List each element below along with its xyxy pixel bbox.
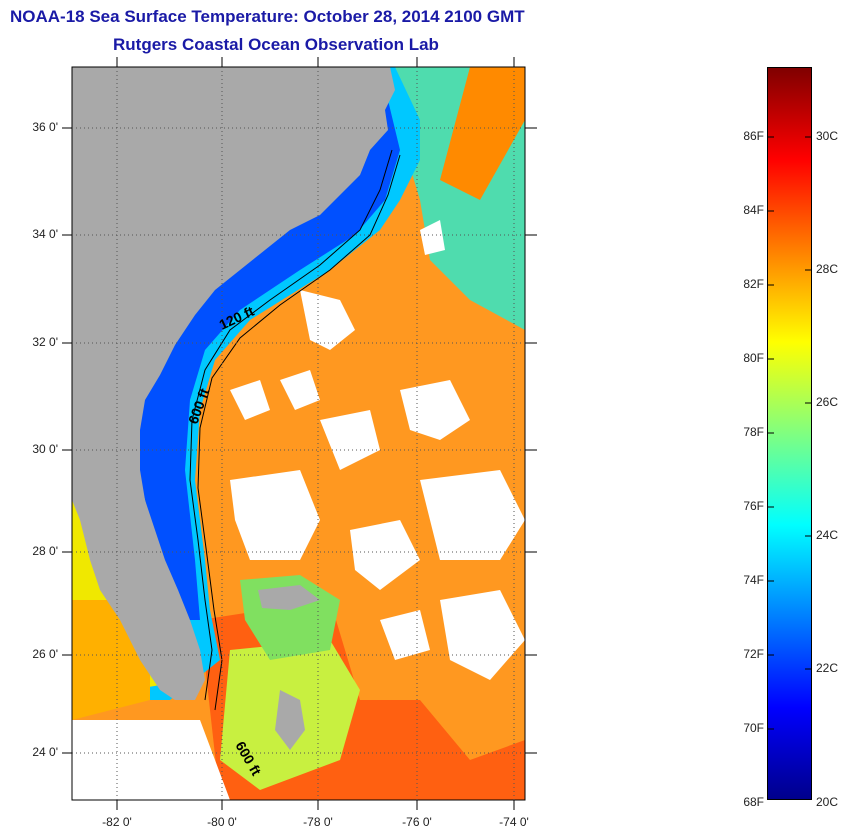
lat-label: 34 0'	[32, 227, 58, 241]
fahrenheit-label: 82F	[743, 277, 764, 291]
fahrenheit-label: 78F	[743, 425, 764, 439]
fahrenheit-label: 70F	[743, 721, 764, 735]
cloud-patch	[72, 720, 230, 800]
map-frame	[71, 66, 526, 801]
fahrenheit-label: 68F	[743, 795, 764, 809]
celsius-label: 30C	[816, 129, 839, 143]
lon-label: -82 0'	[102, 815, 132, 829]
fahrenheit-label: 72F	[743, 647, 764, 661]
lat-label: 24 0'	[32, 745, 58, 759]
lon-label: -74 0'	[499, 815, 529, 829]
fahrenheit-label: 86F	[743, 129, 764, 143]
lat-label: 28 0'	[32, 544, 58, 558]
celsius-label: 24C	[816, 528, 839, 542]
temperature-colorbar	[767, 67, 812, 800]
map-subtitle: Rutgers Coastal Ocean Observation Lab	[113, 35, 439, 54]
contour-120ft	[189, 149, 393, 701]
map-title: NOAA-18 Sea Surface Temperature: October…	[10, 7, 525, 26]
lat-label: 32 0'	[32, 335, 58, 349]
fahrenheit-label: 84F	[743, 203, 764, 217]
map-ticks	[62, 57, 537, 810]
island	[275, 690, 305, 750]
lat-label: 30 0'	[32, 442, 58, 456]
land-mass	[72, 67, 395, 700]
lat-label: 36 0'	[32, 120, 58, 134]
cloud-cover	[230, 220, 525, 680]
lon-label: -76 0'	[402, 815, 432, 829]
fahrenheit-label: 80F	[743, 351, 764, 365]
celsius-label: 22C	[816, 661, 839, 675]
island	[258, 585, 320, 610]
fahrenheit-label: 76F	[743, 499, 764, 513]
lat-label: 26 0'	[32, 647, 58, 661]
celsius-label: 28C	[816, 262, 839, 276]
celsius-label: 26C	[816, 395, 839, 409]
celsius-label: 20C	[816, 795, 839, 809]
contour-600ft	[197, 154, 401, 711]
warm-water-patch	[440, 67, 525, 200]
lon-label: -78 0'	[303, 815, 333, 829]
fahrenheit-label: 74F	[743, 573, 764, 587]
lon-label: -80 0'	[207, 815, 237, 829]
